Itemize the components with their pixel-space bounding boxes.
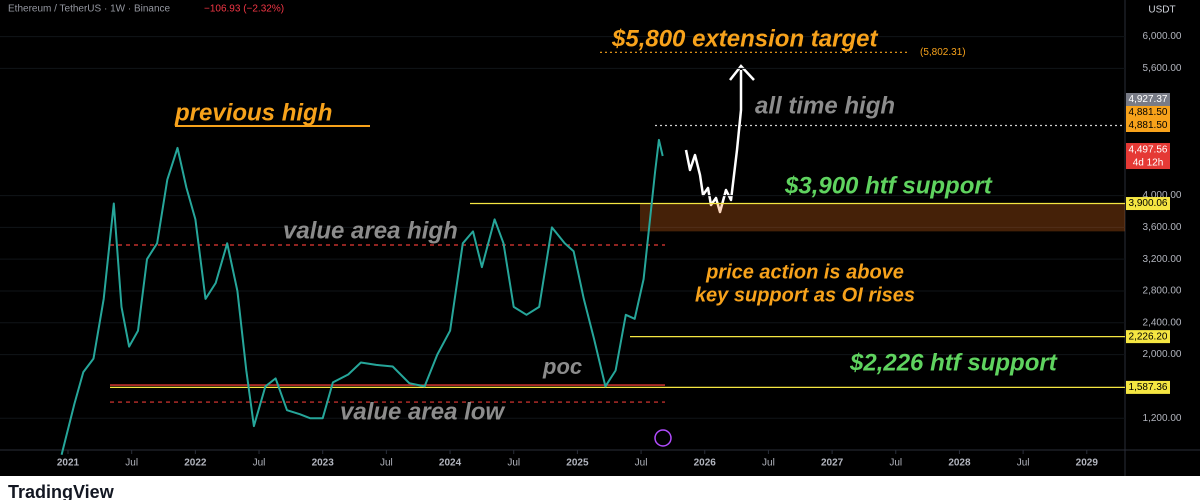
price-label: 4,497.56 — [1129, 145, 1168, 156]
y-tick-label: 5,600.00 — [1143, 63, 1182, 74]
x-tick-label: Jul — [380, 458, 393, 469]
price-label-box — [1126, 380, 1170, 394]
price-line — [60, 138, 664, 456]
x-tick-label: 2022 — [184, 458, 207, 469]
x-tick-label: 2023 — [312, 458, 335, 469]
x-tick-label: Jul — [1017, 458, 1030, 469]
y-tick-label: 2,400.00 — [1143, 317, 1182, 328]
level-label: (5,802.31) — [920, 47, 966, 58]
price-label-box — [1126, 143, 1170, 170]
price-label-box — [1126, 105, 1170, 119]
x-tick-label: 2027 — [821, 458, 844, 469]
x-tick-label: Jul — [253, 458, 266, 469]
annotation: $3,900 htf support — [784, 172, 993, 199]
price-label: 1,587.36 — [1129, 382, 1168, 393]
annotation: poc — [542, 354, 582, 379]
x-tick-label: Jul — [889, 458, 902, 469]
annotation: key support as OI rises — [695, 284, 915, 306]
price-label: 3,900.06 — [1129, 198, 1168, 209]
x-tick-label: 2026 — [694, 458, 717, 469]
price-label-box — [1126, 197, 1170, 211]
x-tick-label: Jul — [762, 458, 775, 469]
y-tick-label: 4,000.00 — [1143, 190, 1182, 201]
x-tick-label: Jul — [635, 458, 648, 469]
symbol-title: Ethereum / TetherUS · 1W · Binance — [8, 4, 171, 15]
x-tick-label: 2028 — [948, 458, 971, 469]
price-sublabel: 4d 12h — [1133, 158, 1164, 169]
y-tick-label: 2,800.00 — [1143, 286, 1182, 297]
price-change: −106.93 (−2.32%) — [204, 4, 284, 15]
y-tick-label: 6,000.00 — [1143, 31, 1182, 42]
support-zone — [640, 203, 1125, 232]
annotation: price action is above — [705, 261, 904, 283]
alert-icon[interactable] — [654, 429, 672, 447]
price-label: 4,881.50 — [1129, 120, 1168, 131]
price-label-box — [1126, 118, 1170, 132]
price-label: 2,226.20 — [1129, 331, 1168, 342]
x-tick-label: 2024 — [439, 458, 462, 469]
chart-background — [0, 0, 1200, 476]
annotation: all time high — [755, 92, 895, 119]
x-tick-label: Jul — [125, 458, 138, 469]
projection-arrow — [684, 70, 743, 214]
price-label-box — [1126, 92, 1170, 106]
x-tick-label: 2025 — [566, 458, 589, 469]
y-tick-label: 2,000.00 — [1143, 349, 1182, 360]
annotation: $2,226 htf support — [849, 349, 1058, 376]
x-tick-label: Jul — [507, 458, 520, 469]
x-tick-label: 2021 — [57, 458, 80, 469]
price-label: 4,881.50 — [1129, 107, 1168, 118]
brand-logo: TradingView — [8, 482, 115, 500]
x-tick-label: 2029 — [1076, 458, 1099, 469]
annotation: value area high — [283, 217, 458, 244]
price-label-box — [1126, 330, 1170, 344]
annotation: $5,800 extension target — [611, 25, 878, 52]
annotation: value area low — [340, 398, 505, 425]
price-label: 4,927.37 — [1129, 94, 1168, 105]
arrow-head — [729, 64, 755, 81]
currency: USDT — [1148, 5, 1175, 16]
y-tick-label: 3,200.00 — [1143, 254, 1182, 265]
y-tick-label: 1,200.00 — [1143, 413, 1182, 424]
y-tick-label: 3,600.00 — [1143, 222, 1182, 233]
annotation: previous high — [174, 99, 332, 126]
